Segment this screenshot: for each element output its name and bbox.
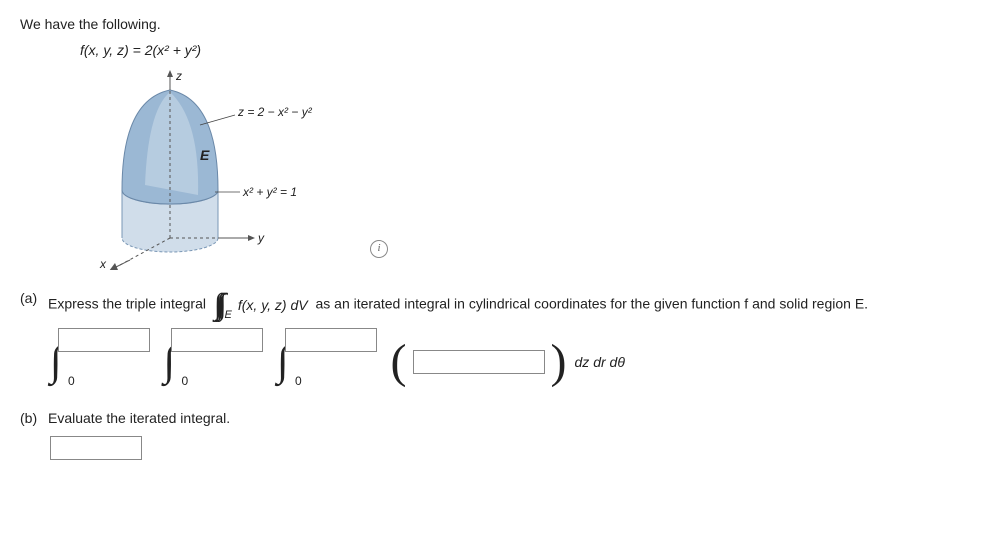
upper-limit-input-1[interactable] xyxy=(58,328,150,352)
surface-eq-label: z = 2 − x² − y² xyxy=(237,105,313,119)
open-paren: ( xyxy=(391,338,407,386)
part-b-answer-input[interactable] xyxy=(50,436,142,460)
triple-integral-symbol: ∫∫∫E f(x, y, z) dV xyxy=(214,290,308,320)
part-a-before: Express the triple integral xyxy=(48,296,206,312)
x-axis-label: x xyxy=(99,257,107,270)
differentials: dz dr dθ xyxy=(575,354,625,370)
solid-region-figure: z y x z = 2 − x² − y² E x² + y² = 1 i xyxy=(90,70,981,280)
part-a-after: as an iterated integral in cylindrical c… xyxy=(316,296,869,312)
region-label: E xyxy=(200,147,210,163)
part-b-text: Evaluate the iterated integral. xyxy=(48,410,981,426)
y-axis-label: y xyxy=(257,231,265,245)
part-b-label: (b) xyxy=(20,410,48,426)
close-paren: ) xyxy=(551,338,567,386)
part-b: (b) Evaluate the iterated integral. xyxy=(20,410,981,426)
part-a: (a) Express the triple integral ∫∫∫E f(x… xyxy=(20,290,981,320)
integrand-inline: f(x, y, z) dV xyxy=(238,297,308,313)
integrand-input[interactable] xyxy=(413,350,545,374)
iterated-integral-expression: ∫0 ∫0 ∫0 ( ) dz dr dθ xyxy=(50,338,981,386)
part-a-text: Express the triple integral ∫∫∫E f(x, y,… xyxy=(48,290,981,320)
cylinder-eq-label: x² + y² = 1 xyxy=(242,185,297,199)
function-definition: f(x, y, z) = 2(x² + y²) xyxy=(80,42,981,58)
info-icon[interactable]: i xyxy=(370,240,388,258)
upper-limit-input-3[interactable] xyxy=(285,328,377,352)
part-a-label: (a) xyxy=(20,290,48,306)
z-axis-label: z xyxy=(175,70,182,83)
intro-text: We have the following. xyxy=(20,16,981,32)
upper-limit-input-2[interactable] xyxy=(171,328,263,352)
